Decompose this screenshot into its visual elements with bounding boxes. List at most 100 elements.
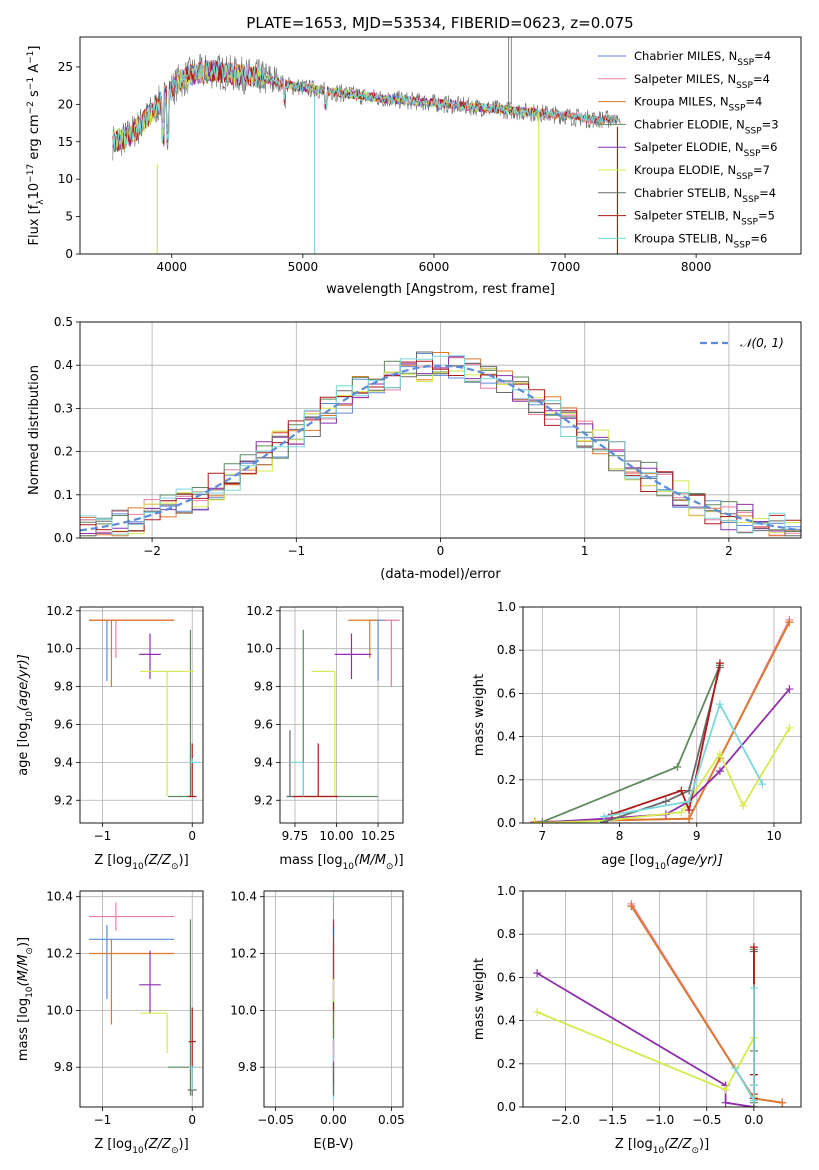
figure-title: PLATE=1653, MJD=53534, FIBERID=0623, z=0… (246, 14, 633, 32)
spectrum-series-salpeter-stelib (112, 60, 621, 152)
y-tick-label: 0.8 (497, 927, 516, 941)
label-part: =4 (754, 49, 771, 63)
y-tick-label: 0.4 (497, 1014, 516, 1028)
label-part: (Z/Z (664, 1137, 692, 1152)
weight-line-kroupa-elodie (534, 727, 791, 823)
y-tick-label: 10.2 (46, 947, 73, 961)
x-tick-label: 2 (725, 544, 733, 558)
y-tick-label: 9.8 (54, 1060, 73, 1074)
label-part: Kroupa MILES, N (634, 95, 729, 109)
y-axis-label: mass weight (472, 674, 487, 756)
legend-label: Kroupa ELODIE, NSSP=7 (634, 163, 770, 182)
x-tick-label: 10.25 (361, 829, 395, 843)
y-tick-label: 0.2 (497, 773, 516, 787)
weight-marker (715, 659, 724, 668)
age_vs_z-panel: −1 09.29.49.69.810.010.2Z [log10(Z/Z⊙)]ag… (16, 604, 204, 872)
weight-marker (749, 984, 758, 993)
y-axis-label: age [log10(age/yr)] (16, 654, 35, 776)
weight-marker (721, 1085, 730, 1094)
label-part: 10 (132, 1146, 144, 1156)
y-tick-label: 9.6 (254, 717, 273, 731)
histogram-chabrier-stelib (80, 351, 801, 537)
y-tick-label: 9.2 (54, 793, 73, 807)
weight-marker (685, 814, 694, 823)
x-axis-label: wavelength [Angstrom, rest frame] (326, 282, 555, 297)
x-tick-label: −1 (287, 544, 305, 558)
errorbar-point (311, 670, 336, 797)
axes-frame (263, 890, 404, 1108)
label-part: Salpeter STELIB, N (634, 209, 741, 223)
y-tick-label: 20 (58, 97, 73, 111)
histogram-chabrier-miles (80, 353, 801, 530)
weight-marker (731, 1064, 740, 1073)
y-tick-label: 1.0 (497, 884, 516, 898)
errorbar-point (188, 743, 196, 798)
y-tick-label: 0.5 (54, 315, 73, 329)
age_vs_mass-panel: 9.75 10.00 10.25 9.2 9.4 9.6 9.8 10.0 10.2 mass [… (246, 604, 403, 872)
x-tick-label: 0 (437, 544, 445, 558)
normal-curve (80, 364, 801, 532)
x-tick-label: −1.5 (598, 1113, 627, 1127)
label-part: =7 (753, 163, 770, 177)
axes-frame (79, 36, 802, 255)
legend-label: Chabrier ELODIE, NSSP=3 (634, 117, 779, 136)
label-part: ] (27, 46, 42, 51)
label-part: −1 (26, 51, 36, 64)
weight-marker (673, 762, 682, 771)
weight-marker (677, 808, 686, 817)
axes-frame (279, 606, 404, 824)
label-part: SSP (745, 126, 762, 136)
y-tick-label: 25 (58, 60, 73, 74)
errorbar-point (88, 939, 175, 1025)
y-tick-label: 0.2 (54, 445, 73, 459)
x-tick-label: −0.05 (257, 1113, 294, 1127)
y-tick-label: 9.4 (254, 755, 273, 769)
y-tick-label: 9.8 (238, 1060, 257, 1074)
weight-line-salpeter-elodie (534, 688, 791, 823)
weight-marker (739, 801, 748, 810)
errorbar-point (334, 633, 372, 679)
errorbar-point (293, 743, 339, 798)
legend-label: Salpeter ELODIE, NSSP=6 (634, 140, 777, 159)
x-tick-label: 8000 (681, 260, 712, 274)
weight-marker (677, 786, 686, 795)
label-part: ⊙ (691, 1146, 699, 1156)
label-part: −2 (26, 101, 36, 114)
label-part: −17 (26, 164, 36, 183)
errorbar-point (139, 950, 161, 1014)
errorbar-point (88, 619, 175, 659)
x-tick-label: 7 (538, 829, 546, 843)
y-tick-label: 0.0 (497, 1100, 516, 1114)
x-axis-label: E(B-V) (313, 1137, 353, 1152)
label-part: (Z/Z (144, 853, 172, 868)
error-bars (286, 619, 400, 798)
legend-label: Kroupa STELIB, NSSP=6 (634, 231, 767, 250)
weight_vs_z-panel: −2.0 −1.5 −1.0 −0.5 0.0 0.0 0.2 0.4 0.6 0.8 1.0 Z [… (472, 884, 802, 1156)
label-part: ⊙ (386, 862, 394, 872)
x-tick-label: 6000 (419, 260, 450, 274)
label-part: =4 (753, 72, 770, 86)
legend-label: Chabrier STELIB, NSSP=4 (634, 186, 776, 205)
label-part: )] (179, 853, 189, 868)
y-tick-label: 0.6 (497, 686, 516, 700)
axes-frame (79, 321, 802, 539)
y-tick-label: 0.2 (497, 1057, 516, 1071)
axes-frame (79, 606, 204, 824)
label-part: Z [log (94, 1137, 132, 1152)
x-tick-label: 4000 (156, 260, 187, 274)
label-part: A (27, 64, 42, 77)
label-part: Z [log (94, 853, 132, 868)
label-part: )] (179, 1137, 189, 1152)
histogram-chabrier-elodie (80, 360, 801, 532)
label-part: =3 (762, 117, 779, 131)
residuals-panel: −2 −1 0 1 2 0.0 0.1 0.2 0.3 0.4 0.5 𝒩(0, 1) (data-mo… (27, 315, 802, 582)
y-tick-label: 9.8 (54, 680, 73, 694)
label-part: 10 (653, 1146, 665, 1156)
weight-marker (533, 969, 542, 978)
weight-marker (715, 767, 724, 776)
x-axis-label: Z [log10(Z/Z⊙)] (94, 853, 188, 872)
label-part: 10 (654, 862, 666, 872)
y-tick-label: 10.4 (230, 890, 257, 904)
label-part: erg cm (27, 114, 42, 163)
legend-label: Chabrier MILES, NSSP=4 (634, 49, 771, 68)
